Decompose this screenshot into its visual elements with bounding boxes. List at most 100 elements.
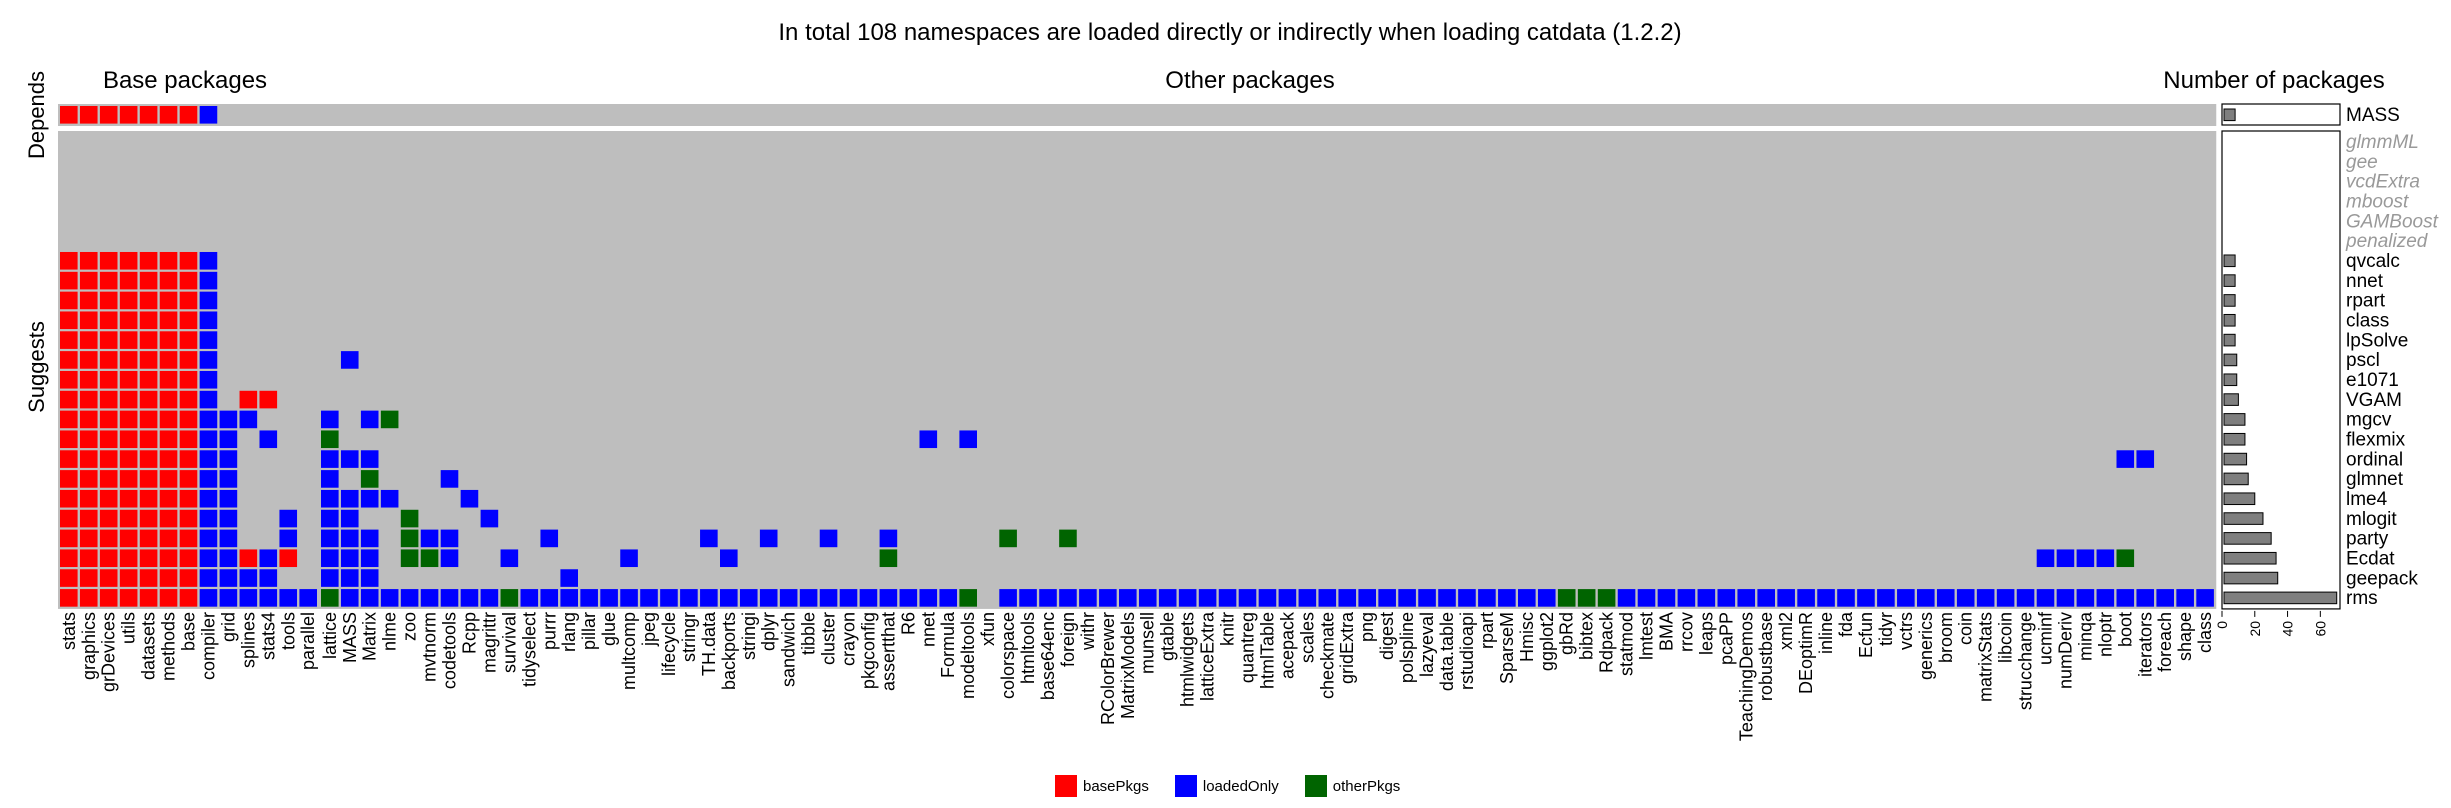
- legend-item-otherpkgs: otherPkgs: [1304, 775, 1400, 797]
- heat-cell-gamboost-colorspace: [999, 212, 1017, 230]
- heat-cell-ecdat-ggplot2: [1537, 549, 1556, 568]
- heat-cell-mboost-tidyselect: [520, 192, 539, 211]
- heat-cell-party-xml2: [1777, 529, 1795, 548]
- heat-cell-nnet-ecfun: [1857, 271, 1875, 290]
- heat-cell-glmmml-gridextra: [1338, 133, 1357, 151]
- heat-cell-pscl-latticeextra: [1198, 351, 1217, 369]
- heat-cell-mboost-backports: [720, 192, 738, 211]
- heat-cell-mlogit-htmlwidgets: [1178, 509, 1197, 528]
- heat-cell-lme4-lmtest: [1637, 489, 1656, 508]
- heat-cell-mboost-ecfun: [1857, 192, 1875, 211]
- heat-cell-nnet-htmltable: [1258, 271, 1277, 290]
- heat-cell-qvcalc-graphics: [79, 251, 98, 270]
- heat-cell-penalized-munsell: [1138, 232, 1157, 250]
- heat-cell-vcdextra-tidyselect: [520, 172, 539, 191]
- heat-cell-party-polspline: [1398, 529, 1416, 548]
- heat-cell-gamboost-stats: [60, 212, 78, 230]
- heat-cell-qvcalc-utils: [119, 251, 138, 270]
- heat-cell-lme4-methods: [159, 489, 178, 508]
- heat-cell-mgcv-survival: [500, 410, 519, 429]
- heat-cell-gee-inline: [1817, 152, 1835, 171]
- heat-cell-mlogit-methods: [159, 509, 178, 528]
- heat-cell-vgam-jpeg: [640, 390, 658, 409]
- heat-cell-flexmix-polspline: [1398, 430, 1416, 449]
- heat-cell-geepack-sparsem: [1498, 569, 1516, 587]
- heat-cell-lpsolve-xml2: [1777, 331, 1795, 349]
- heat-cell-party-stats4: [259, 529, 278, 548]
- heat-cell-mlogit-backports: [720, 509, 738, 528]
- heat-cell-vcdextra-foreign: [1059, 172, 1077, 191]
- heat-cell-glmnet-rcpp: [460, 470, 479, 488]
- heat-cell-mass-foreign: [1059, 106, 1077, 124]
- heat-cell-mboost-datasets: [139, 192, 158, 211]
- heat-cell-flexmix-stats: [60, 430, 78, 449]
- heat-cell-lpsolve-multcomp: [620, 331, 638, 349]
- heat-cell-penalized-rpart: [1478, 232, 1496, 250]
- heat-cell-geepack-rcolorbrewer: [1099, 569, 1117, 587]
- heat-cell-flexmix-matrixstats: [1976, 430, 1995, 449]
- heat-cell-mgcv-assertthat: [879, 410, 898, 429]
- heat-cell-vgam-tidyr: [1877, 390, 1895, 409]
- heat-cell-vgam-rcolorbrewer: [1099, 390, 1117, 409]
- other-column-label-munsell: munsell: [1138, 612, 1158, 674]
- heat-cell-mgcv-latticeextra: [1198, 410, 1217, 429]
- heat-cell-geepack-purrr: [540, 569, 559, 587]
- heat-cell-pscl-tidyselect: [520, 351, 539, 369]
- heat-cell-gee-methods: [159, 152, 178, 171]
- other-packages-panel: [319, 104, 2217, 609]
- heat-cell-glmmml-foreach: [2156, 133, 2174, 151]
- heat-cell-lpsolve-gtable: [1158, 331, 1177, 349]
- heat-cell-pscl-statmod: [1617, 351, 1636, 369]
- other-column-label-withr: withr: [1078, 612, 1098, 651]
- heat-cell-qvcalc-htmlwidgets: [1178, 251, 1197, 270]
- heat-cell-penalized-multcomp: [620, 232, 638, 250]
- heat-cell-party-htmltools: [1019, 529, 1037, 548]
- heat-cell-flexmix-grid: [219, 430, 238, 449]
- heat-cell-vcdextra-deoptimr: [1797, 172, 1815, 191]
- heat-cell-mboost-strucchange: [2016, 192, 2035, 211]
- heat-cell-qvcalc-stats: [60, 251, 78, 270]
- heat-cell-gee-lattice: [321, 152, 339, 171]
- heat-cell-glmnet-assertthat: [879, 470, 898, 488]
- heat-cell-pscl-pillar: [580, 351, 598, 369]
- heat-cell-vcdextra-formula: [939, 172, 958, 191]
- heat-cell-glmnet-libcoin: [1996, 470, 2015, 488]
- heat-cell-lme4-modeltools: [959, 489, 977, 508]
- heat-cell-vcdextra-vctrs: [1897, 172, 1915, 191]
- heat-cell-class-compiler: [199, 311, 218, 330]
- heat-cell-ecdat-survival: [500, 549, 519, 568]
- heat-cell-lme4-tidyr: [1877, 489, 1895, 508]
- heat-cell-penalized-withr: [1079, 232, 1097, 250]
- heat-cell-mlogit-tidyselect: [520, 509, 539, 528]
- heat-cell-qvcalc-quantreg: [1238, 251, 1257, 270]
- heat-cell-vcdextra-stringr: [680, 172, 698, 191]
- heat-cell-mboost-cluster: [819, 192, 838, 211]
- heat-cell-vcdextra-gtable: [1158, 172, 1177, 191]
- heat-cell-party-grdevices: [99, 529, 118, 548]
- heat-cell-gamboost-nlme: [380, 212, 399, 230]
- heat-cell-gee-acepack: [1278, 152, 1297, 171]
- heat-cell-ecdat-teachingdemos: [1737, 549, 1756, 568]
- heat-cell-glmmml-tidyr: [1877, 133, 1895, 151]
- heat-cell-ecdat-mass: [340, 549, 359, 568]
- heat-cell-gamboost-rcolorbrewer: [1099, 212, 1117, 230]
- heat-cell-pscl-xfun: [979, 351, 997, 369]
- heat-cell-class-acepack: [1278, 311, 1297, 330]
- heat-cell-mass-nlme: [380, 106, 399, 124]
- heat-cell-mass-leaps: [1697, 106, 1716, 124]
- heat-cell-vcdextra-nlme: [380, 172, 399, 191]
- heat-cell-lpsolve-grid: [219, 331, 238, 349]
- heat-cell-mboost-hmisc: [1518, 192, 1536, 211]
- heat-cell-geepack-rpart: [1478, 569, 1496, 587]
- heat-cell-flexmix-minqa: [2076, 430, 2095, 449]
- heat-cell-mboost-rlang: [560, 192, 578, 211]
- heat-cell-qvcalc-bibtex: [1577, 251, 1596, 270]
- heat-cell-lpsolve-rlang: [560, 331, 578, 349]
- heat-cell-ecdat-jpeg: [640, 549, 658, 568]
- heat-cell-vgam-matrix: [360, 390, 379, 409]
- heat-cell-ecdat-acepack: [1278, 549, 1297, 568]
- heat-cell-mlogit-lazyeval: [1418, 509, 1436, 528]
- heat-cell-mass-teachingdemos: [1737, 106, 1756, 124]
- heat-cell-lme4-vctrs: [1897, 489, 1915, 508]
- heat-cell-geepack-mass: [340, 569, 359, 587]
